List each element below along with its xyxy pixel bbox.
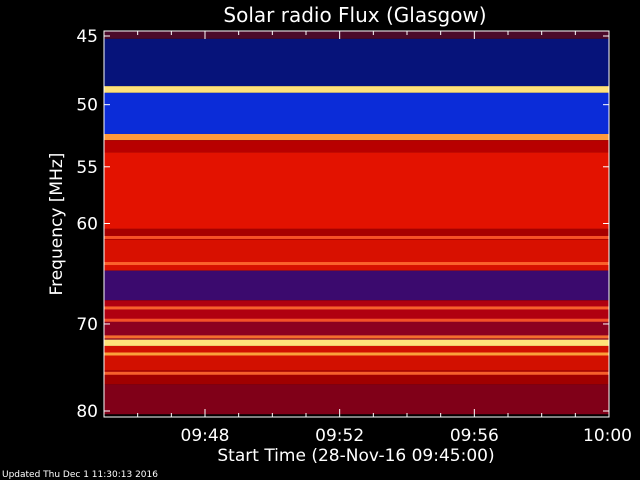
emission-stripe — [104, 371, 609, 375]
x-tick-label: 09:56 — [450, 426, 499, 446]
y-tick-label: 55 — [76, 158, 98, 178]
update-timestamp: Updated Thu Dec 1 11:30:13 2016 — [2, 470, 158, 480]
spectrogram-band — [104, 300, 609, 320]
x-tick-label: 09:52 — [315, 426, 364, 446]
y-tick-label: 45 — [76, 27, 98, 47]
emission-stripe — [104, 306, 609, 310]
spectrogram-plot-area — [104, 31, 609, 415]
spectrogram-band — [104, 92, 609, 134]
emission-stripe — [104, 352, 609, 356]
spectrogram-band — [104, 319, 609, 340]
chart-title: Solar radio Flux (Glasgow) — [223, 3, 486, 27]
y-tick-label: 70 — [76, 315, 98, 335]
x-axis: 09:48 09:52 09:56 10:00 — [137, 31, 632, 446]
spectrogram-band — [104, 345, 609, 371]
emission-stripe — [104, 318, 609, 322]
x-tick-label: 09:48 — [181, 426, 230, 446]
emission-stripe — [104, 235, 609, 239]
spectrogram-band — [104, 152, 609, 229]
spectrogram-band — [104, 384, 609, 415]
x-tick-label: 10:00 — [583, 426, 632, 446]
spectrogram-band — [104, 38, 609, 87]
spectrogram-band — [104, 239, 609, 271]
y-axis-label: Frequency [MHz] — [47, 153, 67, 296]
spectrogram-band — [104, 86, 609, 93]
spectrogram-band — [104, 339, 609, 346]
y-tick-label: 80 — [76, 402, 98, 422]
y-tick-label: 50 — [76, 96, 98, 116]
spectrogram-band — [104, 31, 609, 39]
emission-stripe — [104, 335, 609, 339]
spectrogram-band — [104, 140, 609, 153]
y-axis: 45 50 55 60 70 80 — [76, 27, 609, 422]
x-axis-label: Start Time (28-Nov-16 09:45:00) — [217, 446, 494, 466]
y-tick-label: 60 — [76, 215, 98, 235]
spectrogram-band — [104, 270, 609, 301]
emission-stripe — [104, 262, 609, 266]
spectrogram-band — [104, 228, 609, 240]
spectrogram-band — [104, 133, 609, 141]
